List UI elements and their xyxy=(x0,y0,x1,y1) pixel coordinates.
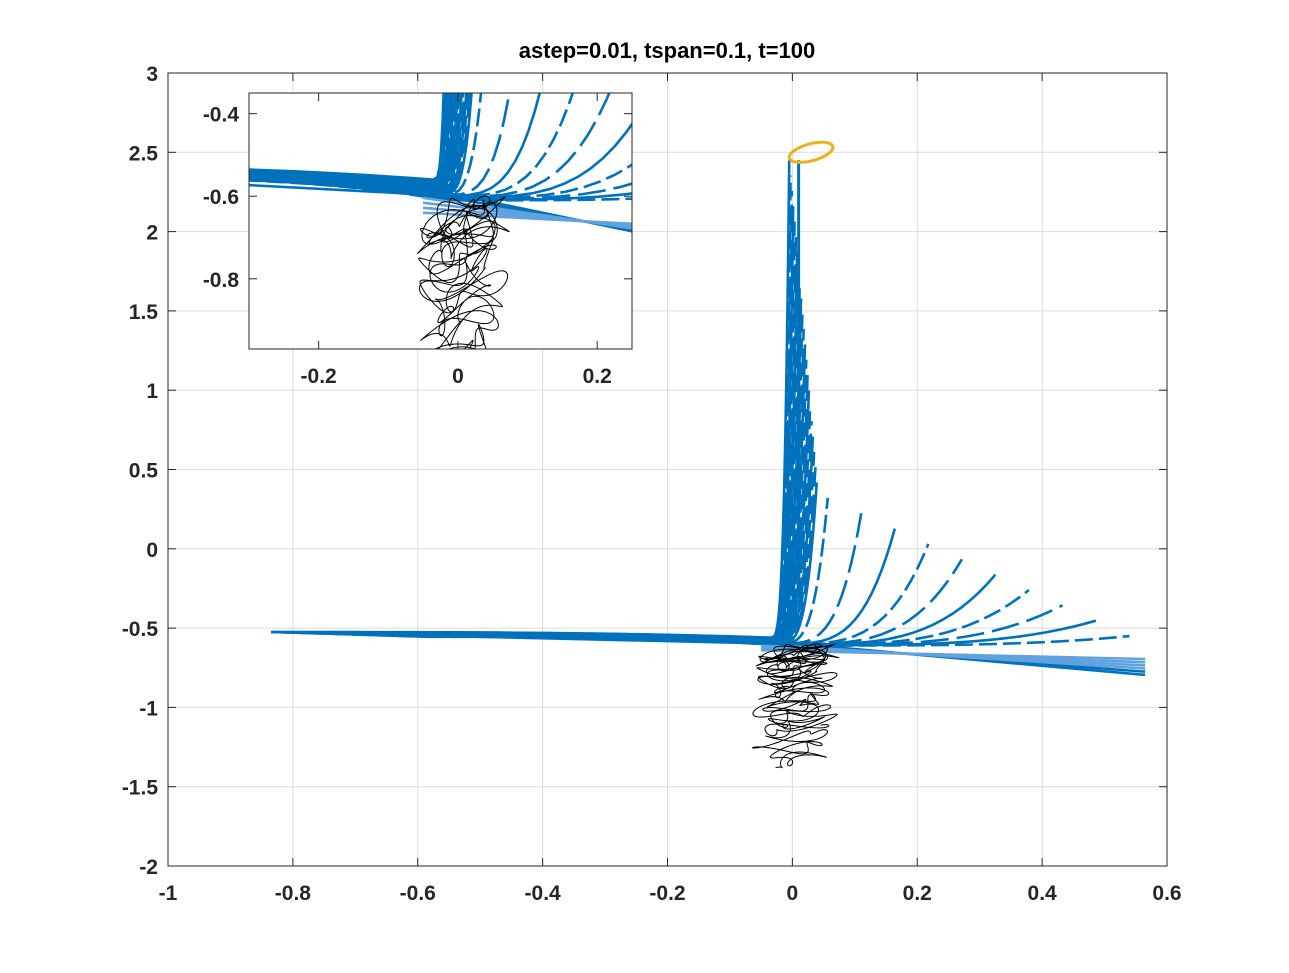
attractor-curve xyxy=(416,195,510,349)
y-tick-label: -1 xyxy=(139,697,158,720)
x-tick-label: -0.2 xyxy=(301,365,337,388)
x-tick-label: 0.2 xyxy=(583,365,612,388)
y-tick-label: -0.6 xyxy=(203,186,239,209)
fan-right-line xyxy=(422,191,632,232)
x-tick-label: -0.2 xyxy=(649,882,685,905)
y-tick-label: -0.5 xyxy=(122,618,159,641)
y-tick-label: 0 xyxy=(146,539,158,562)
y-tick-label: 2.5 xyxy=(129,142,159,165)
x-tick-label: -0.6 xyxy=(400,882,436,905)
x-tick-label: 0.6 xyxy=(1152,882,1181,905)
y-tick-label: 0.5 xyxy=(129,460,159,483)
x-tick-label: 0.2 xyxy=(903,882,932,905)
x-tick-label: 0.4 xyxy=(1028,882,1058,905)
fan-curve xyxy=(249,93,611,199)
fan-right-line xyxy=(761,649,1146,661)
x-tick-label: -0.4 xyxy=(525,882,562,905)
x-tick-label: 0 xyxy=(452,365,464,388)
fan-right-line xyxy=(422,201,632,229)
fan-right-line xyxy=(423,211,632,226)
y-tick-label: -1.5 xyxy=(122,777,159,800)
chart-title: astep=0.01, tspan=0.1, t=100 xyxy=(519,38,816,63)
main-y-tick-labels: -2 -1.5 -1 -0.5 0 0.5 1 1.5 2 2.5 3 xyxy=(122,63,1167,879)
inset-plot: -0.2 0 0.2 -0.8 -0.6 -0.4 xyxy=(203,92,633,388)
inset-y-tick-labels: -0.8 -0.6 -0.4 xyxy=(203,104,632,292)
main-series xyxy=(270,140,1146,769)
x-tick-label: -1 xyxy=(159,882,178,905)
fan-left-tail xyxy=(249,183,458,198)
fan-curve xyxy=(249,93,575,198)
fan-left-tail xyxy=(270,630,793,646)
loop-curve xyxy=(787,140,835,164)
y-tick-label: 2 xyxy=(146,222,158,245)
fan-right-line xyxy=(422,206,632,227)
x-tick-label: 0 xyxy=(787,882,799,905)
y-tick-label: -0.4 xyxy=(203,104,240,127)
y-tick-label: 1.5 xyxy=(129,301,159,324)
y-tick-label: -2 xyxy=(139,856,158,879)
fan-curve xyxy=(351,405,812,644)
y-tick-label: 3 xyxy=(146,63,158,86)
inset-axes-frame xyxy=(248,92,633,350)
inset-x-tick-labels: -0.2 0 0.2 xyxy=(301,93,612,388)
y-tick-label: -0.8 xyxy=(203,269,240,292)
attractor-curve xyxy=(751,643,840,769)
inset-series xyxy=(249,93,632,349)
x-tick-label: -0.8 xyxy=(275,882,312,905)
y-tick-label: 1 xyxy=(146,380,158,403)
main-x-tick-labels: -1 -0.8 -0.6 -0.4 -0.2 0 0.2 0.4 0.6 xyxy=(159,73,1182,905)
